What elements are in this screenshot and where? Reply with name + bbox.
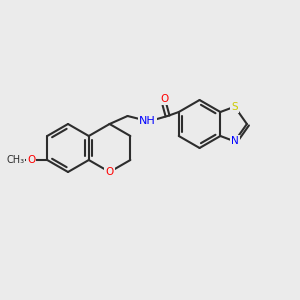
Text: N: N <box>231 136 239 146</box>
Text: O: O <box>105 167 114 177</box>
Text: O: O <box>160 94 169 104</box>
Text: S: S <box>231 102 238 112</box>
Text: NH: NH <box>139 116 156 126</box>
Text: O: O <box>27 155 35 165</box>
Text: CH₃: CH₃ <box>6 155 24 165</box>
